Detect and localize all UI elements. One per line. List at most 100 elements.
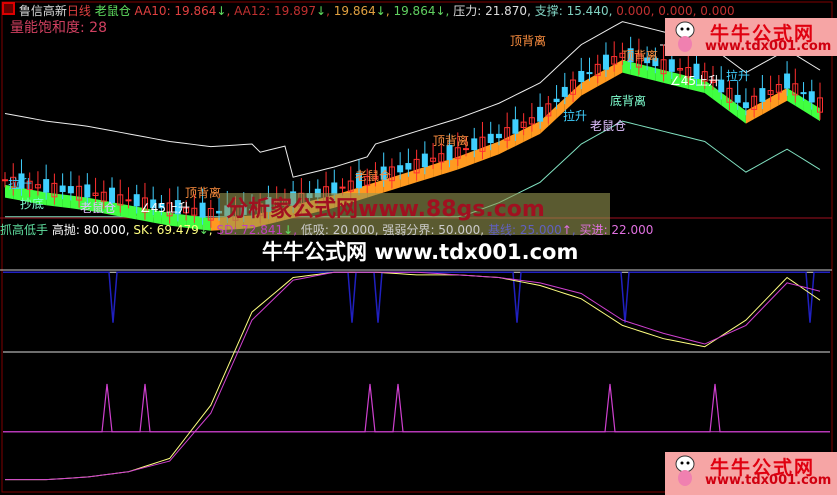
trend-ribbon-segment: [671, 72, 681, 87]
trend-ribbon-segment: [696, 78, 705, 94]
candle-body: [2, 179, 8, 182]
candle-body: [191, 207, 198, 216]
candle-body: [602, 54, 609, 70]
candle-body: [150, 199, 157, 209]
trend-ribbon-segment: [13, 186, 22, 201]
trend-ribbon-segment: [754, 101, 763, 120]
watermark-88gs: 分析家公式网www.88gs.com: [220, 193, 610, 235]
trend-ribbon-segment: [128, 205, 137, 220]
candle-body: [751, 95, 758, 110]
candle-body: [158, 203, 165, 209]
candle-body: [635, 53, 642, 68]
candle-body: [430, 157, 437, 162]
trend-ribbon-segment: [29, 189, 38, 204]
trend-ribbon-segment: [177, 213, 187, 228]
signal-label: 拉升: [563, 108, 587, 123]
trend-ribbon-segment: [564, 90, 574, 111]
stock-name: 鲁信高新: [18, 4, 67, 18]
candle-body: [388, 166, 395, 182]
trend-ribbon-segment: [87, 197, 96, 212]
candle-body: [792, 83, 799, 96]
trend-ribbon-segment: [194, 215, 203, 230]
period[interactable]: 日线: [66, 4, 91, 18]
candle-body: [479, 136, 486, 152]
signal-label: 老鼠仓: [355, 169, 391, 183]
chart-header: 鲁信高新日线 老鼠仓 AA10: 19.864↓, AA12: 19.897↓,…: [2, 2, 735, 19]
logo-top: 牛牛公式网 www.tdx001.com: [665, 18, 837, 56]
trend-ribbon-segment: [112, 202, 121, 217]
candle-body: [372, 175, 379, 180]
trend-ribbon-segment: [21, 187, 30, 203]
candle-body: [619, 52, 626, 58]
trend-ribbon-segment: [62, 194, 71, 209]
candle-body: [438, 153, 445, 163]
candle-body: [800, 92, 807, 95]
trend-ribbon-segment: [647, 66, 656, 81]
trend-ribbon-segment: [531, 121, 541, 138]
formula-name: 老鼠仓: [94, 4, 131, 18]
menu-icon[interactable]: [2, 2, 15, 15]
candle-body: [693, 63, 700, 80]
trend-ribbon-segment: [745, 106, 755, 124]
candle-body: [67, 186, 74, 194]
candle-body: [545, 103, 552, 117]
candle-body: [611, 56, 618, 65]
trend-ribbon-segment: [95, 199, 104, 214]
candle-body: [117, 194, 124, 206]
trend-ribbon-segment: [638, 63, 648, 79]
signal-label: 顶背离: [185, 185, 221, 200]
trend-ribbon-segment: [490, 141, 499, 158]
signal-label: 顶背离: [622, 48, 658, 63]
volume-saturation: 量能饱和度: 28: [10, 20, 107, 36]
series-sk-line: [5, 271, 821, 481]
line3: 19.864↓,: [333, 4, 390, 18]
trend-ribbon-segment: [597, 69, 606, 87]
candle-body: [660, 59, 667, 75]
trend-ribbon-segment: [457, 153, 467, 170]
candle-body: [512, 119, 519, 134]
trend-ribbon-segment: [433, 161, 442, 178]
line4: 19.864↓,: [393, 4, 450, 18]
candle-body: [26, 180, 33, 191]
candle-body: [570, 79, 577, 95]
trend-ribbon-segment: [400, 172, 409, 188]
trend-ribbon-segment: [424, 164, 434, 180]
trend-ribbon-segment: [210, 217, 220, 231]
candle-body: [10, 176, 17, 189]
candle-body: [775, 84, 782, 93]
candle-body: [339, 186, 346, 189]
trend-ribbon-segment: [408, 169, 417, 185]
sell-signal-line: [3, 271, 830, 323]
candle-body: [100, 191, 107, 202]
candle-body: [808, 91, 815, 103]
trend-ribbon-segment: [186, 214, 195, 229]
trend-ribbon-segment: [449, 156, 458, 173]
candle-body: [726, 87, 733, 103]
candle-body: [133, 194, 140, 207]
candle-body: [784, 73, 791, 89]
trend-ribbon-segment: [787, 87, 796, 106]
candle-body: [701, 71, 708, 82]
trend-ribbon-segment: [589, 73, 598, 92]
candle-body: [380, 166, 387, 180]
trend-ribbon-segment: [482, 144, 491, 161]
candle-body: [471, 138, 478, 151]
trend-ribbon-segment: [655, 68, 664, 83]
candle-body: [668, 59, 675, 72]
trend-ribbon-segment: [523, 125, 532, 143]
candle-body: [405, 163, 412, 170]
candle-body: [817, 97, 823, 113]
candle-body: [413, 158, 420, 174]
candle-body: [166, 202, 173, 217]
buy-signal-line: [3, 383, 830, 433]
candle-body: [594, 63, 601, 77]
trend-ribbon-segment: [120, 203, 129, 218]
trend-ribbon-segment: [770, 92, 779, 110]
candle-body: [742, 102, 749, 109]
candle-body: [487, 133, 494, 144]
trend-ribbon-segment: [375, 179, 384, 196]
cow-logo-icon: [671, 20, 699, 54]
signal-label: 老鼠仓: [590, 119, 626, 133]
candle-body: [43, 179, 50, 193]
